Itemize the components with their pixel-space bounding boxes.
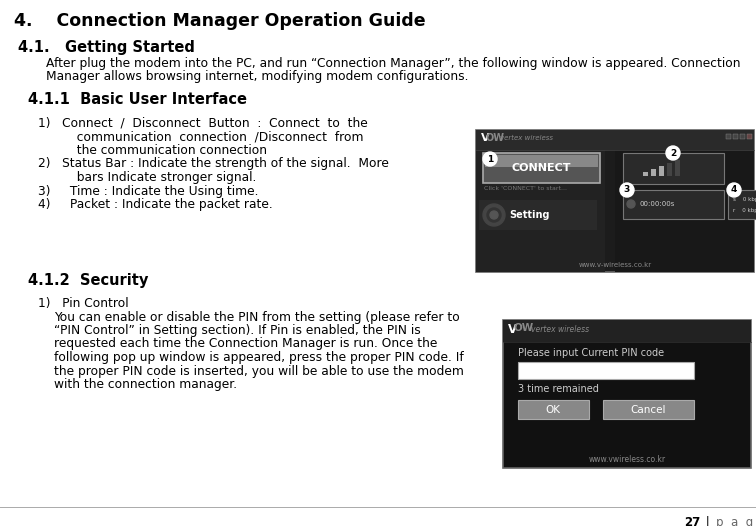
Text: After plug the modem into the PC, and run “Connection Manager”, the following wi: After plug the modem into the PC, and ru… [46,57,740,70]
Text: bars Indicate stronger signal.: bars Indicate stronger signal. [38,171,256,184]
Bar [476,150,605,272]
Circle shape [483,204,505,226]
Bar [476,130,754,150]
FancyBboxPatch shape [622,153,723,184]
FancyBboxPatch shape [603,400,693,419]
Text: r    0 kbps      0 byte: r 0 kbps 0 byte [733,208,756,213]
Text: OK: OK [546,405,560,415]
Text: V: V [508,323,517,336]
Bar [479,200,597,230]
Text: Cancel: Cancel [631,405,666,415]
Text: www.v-wireless.co.kr: www.v-wireless.co.kr [578,262,652,268]
Bar [667,163,672,176]
Text: ΟW: ΟW [486,133,505,143]
Bar [733,134,738,139]
Text: Setting: Setting [509,210,550,220]
Text: 1)   Pin Control: 1) Pin Control [38,297,129,310]
Text: Click 'CONNECT' to start...: Click 'CONNECT' to start... [484,186,567,191]
Text: 1: 1 [487,155,493,164]
Text: the proper PIN code is inserted, you will be able to use the modem: the proper PIN code is inserted, you wil… [54,365,464,378]
Text: 4.    Connection Manager Operation Guide: 4. Connection Manager Operation Guide [14,12,426,30]
Bar [747,134,752,139]
Circle shape [487,208,501,222]
Text: 1)   Connect  /  Disconnect  Button  :  Connect  to  the: 1) Connect / Disconnect Button : Connect… [38,117,367,130]
Text: p  a  g  e: p a g e [716,516,756,526]
Text: 3: 3 [624,186,630,195]
Text: ΟW: ΟW [514,323,534,333]
Text: 27: 27 [683,516,700,526]
FancyBboxPatch shape [518,361,693,379]
Text: 00:00:00s: 00:00:00s [639,201,674,207]
Circle shape [490,211,498,219]
Text: vertex wireless: vertex wireless [531,325,589,334]
FancyBboxPatch shape [622,189,723,218]
Circle shape [627,200,635,208]
FancyBboxPatch shape [503,320,751,468]
Text: the communication connection: the communication connection [38,144,267,157]
Circle shape [483,152,497,166]
Text: requested each time the Connection Manager is run. Once the: requested each time the Connection Manag… [54,338,438,350]
Text: communication  connection  /Disconnect  from: communication connection /Disconnect fro… [38,130,364,144]
Bar [651,169,656,176]
FancyBboxPatch shape [518,400,588,419]
FancyBboxPatch shape [483,153,600,183]
Bar [503,320,751,342]
Text: You can enable or disable the PIN from the setting (please refer to: You can enable or disable the PIN from t… [54,310,460,323]
Circle shape [727,183,741,197]
Text: 4.1.2  Security: 4.1.2 Security [28,273,148,288]
FancyBboxPatch shape [727,189,756,218]
Text: s    0 kbps      0 byte: s 0 kbps 0 byte [733,197,756,202]
Circle shape [620,183,634,197]
Bar [675,160,680,176]
Text: 3 time remained: 3 time remained [518,384,599,394]
Text: 2)   Status Bar : Indicate the strength of the signal.  More: 2) Status Bar : Indicate the strength of… [38,157,389,170]
Text: Manager allows browsing internet, modifying modem configurations.: Manager allows browsing internet, modify… [46,70,469,83]
Text: following pop up window is appeared, press the proper PIN code. If: following pop up window is appeared, pre… [54,351,463,364]
Text: vertex wireless: vertex wireless [500,135,553,141]
Bar [726,134,731,139]
Bar [485,155,598,167]
Text: 4: 4 [731,186,737,195]
Text: Please input Current PIN code: Please input Current PIN code [518,348,664,358]
Bar [643,172,648,176]
Text: V: V [481,133,490,143]
Text: 4.1.   Getting Started: 4.1. Getting Started [18,40,195,55]
Bar [659,166,664,176]
Text: |: | [702,516,714,526]
Text: CONNECT: CONNECT [511,163,571,173]
Bar [615,150,754,272]
Text: 4.1.1  Basic User Interface: 4.1.1 Basic User Interface [28,92,247,107]
Text: 3)     Time : Indicate the Using time.: 3) Time : Indicate the Using time. [38,185,259,197]
Text: “PIN Control” in Setting section). If Pin is enabled, the PIN is: “PIN Control” in Setting section). If Pi… [54,324,421,337]
Text: 2: 2 [670,148,676,157]
Text: with the connection manager.: with the connection manager. [54,378,237,391]
Bar [740,134,745,139]
Text: www.vwireless.co.kr: www.vwireless.co.kr [588,455,665,464]
Text: 4)     Packet : Indicate the packet rate.: 4) Packet : Indicate the packet rate. [38,198,273,211]
Circle shape [666,146,680,160]
FancyBboxPatch shape [476,130,754,272]
